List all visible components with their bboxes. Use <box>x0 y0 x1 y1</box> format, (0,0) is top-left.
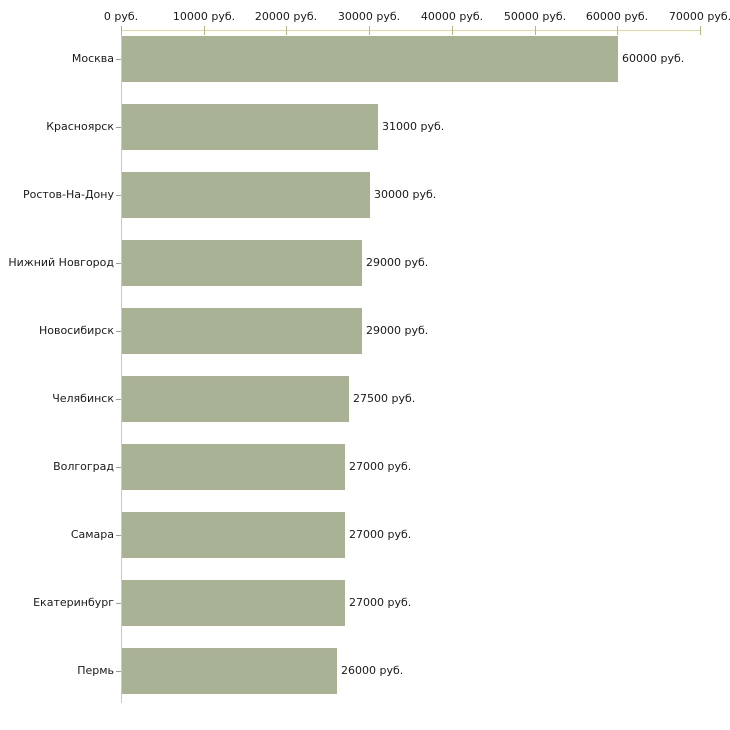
x-tick <box>535 26 536 35</box>
bar <box>122 512 345 558</box>
x-tick <box>452 26 453 35</box>
x-tick <box>204 26 205 35</box>
y-axis-line <box>121 30 122 703</box>
y-tick <box>116 603 121 604</box>
x-tick-label: 0 руб. <box>103 10 139 23</box>
y-tick <box>116 331 121 332</box>
bar-value-label: 27000 руб. <box>349 460 412 473</box>
x-tick <box>617 26 618 35</box>
y-tick <box>116 195 121 196</box>
y-tick <box>116 59 121 60</box>
category-label: Пермь <box>77 664 114 677</box>
bar <box>122 648 337 694</box>
bar <box>122 308 362 354</box>
bar-value-label: 29000 руб. <box>366 256 429 269</box>
category-label: Волгоград <box>53 460 114 473</box>
category-label: Екатеринбург <box>33 596 114 609</box>
category-label: Челябинск <box>52 392 114 405</box>
bar <box>122 376 349 422</box>
category-label: Нижний Новгород <box>8 256 114 269</box>
bar-value-label: 26000 руб. <box>341 664 404 677</box>
x-tick-label: 30000 руб. <box>337 10 401 23</box>
bar-value-label: 27000 руб. <box>349 596 412 609</box>
y-tick <box>116 399 121 400</box>
y-tick <box>116 671 121 672</box>
bar-value-label: 60000 руб. <box>622 52 685 65</box>
bar <box>122 580 345 626</box>
bar-value-label: 29000 руб. <box>366 324 429 337</box>
x-tick-label: 70000 руб. <box>668 10 730 23</box>
x-tick <box>700 26 701 35</box>
bar <box>122 172 370 218</box>
y-tick <box>116 263 121 264</box>
category-label: Новосибирск <box>38 324 114 337</box>
x-axis-line <box>121 30 700 31</box>
bar <box>122 240 362 286</box>
x-tick-label: 50000 руб. <box>503 10 567 23</box>
x-tick-label: 20000 руб. <box>254 10 318 23</box>
category-label: Красноярск <box>46 120 114 133</box>
x-tick <box>286 26 287 35</box>
y-tick <box>116 127 121 128</box>
x-tick <box>121 26 122 35</box>
y-tick <box>116 467 121 468</box>
category-label: Ростов-На-Дону <box>22 188 114 201</box>
bar <box>122 444 345 490</box>
bar <box>122 104 378 150</box>
bar <box>122 36 618 82</box>
y-tick <box>116 535 121 536</box>
bar-value-label: 27500 руб. <box>353 392 416 405</box>
bar-value-label: 31000 руб. <box>382 120 445 133</box>
x-tick-label: 60000 руб. <box>585 10 649 23</box>
bar-value-label: 30000 руб. <box>374 188 437 201</box>
category-label: Москва <box>71 52 114 65</box>
x-tick-label: 40000 руб. <box>420 10 484 23</box>
bar-value-label: 27000 руб. <box>349 528 412 541</box>
category-label: Самара <box>70 528 114 541</box>
x-tick <box>369 26 370 35</box>
x-tick-label: 10000 руб. <box>172 10 236 23</box>
